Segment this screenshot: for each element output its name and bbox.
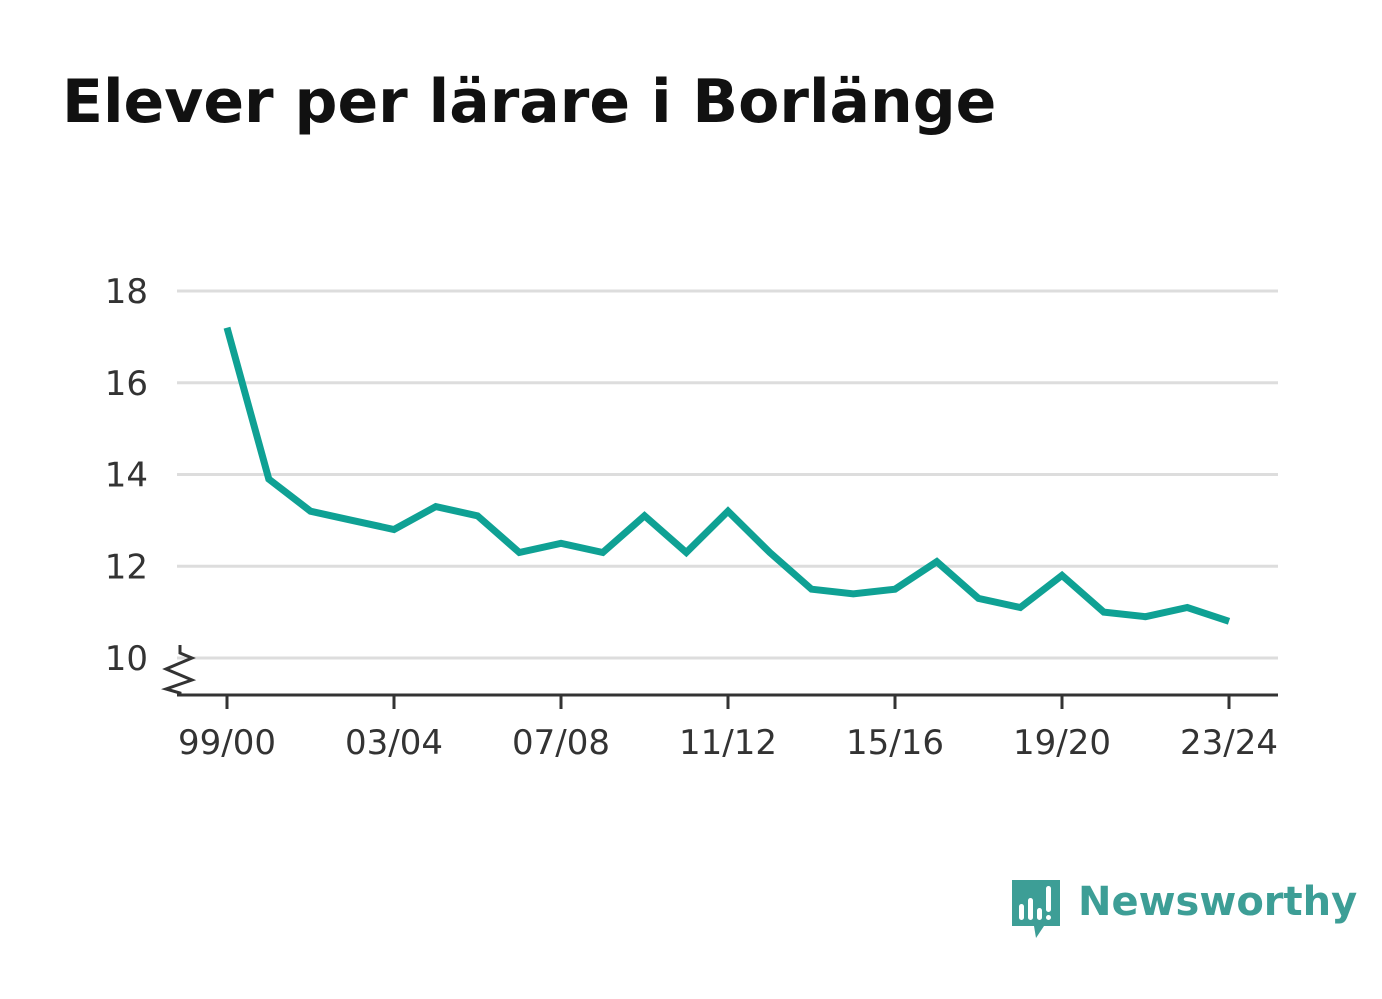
x-tick-label: 11/12 xyxy=(679,723,777,763)
brand-name: Newsworthy xyxy=(1078,879,1358,925)
y-tick-label: 14 xyxy=(105,456,148,496)
brand-logo xyxy=(1012,880,1060,938)
x-tick-label: 99/00 xyxy=(178,723,276,763)
bar-chart-speech-bubble-icon xyxy=(1012,880,1060,938)
y-tick-label: 18 xyxy=(105,272,148,312)
series-layer xyxy=(223,326,1231,625)
x-axis-labels: 99/00 03/04 07/08 11/12 15/16 19/20 23/24 xyxy=(178,723,1278,763)
chart-title: Elever per lärare i Borlänge xyxy=(62,67,997,137)
x-tick-label: 23/24 xyxy=(1180,723,1278,763)
y-tick-label: 16 xyxy=(105,364,148,404)
x-tick-label: 19/20 xyxy=(1013,723,1111,763)
series-line xyxy=(223,326,1231,625)
x-axis xyxy=(161,645,1278,709)
axis-break-marker xyxy=(161,645,197,695)
x-tick-label: 03/04 xyxy=(345,723,443,763)
y-axis-labels: 10 12 14 16 18 xyxy=(105,272,148,679)
x-tick-label: 07/08 xyxy=(512,723,610,763)
y-tick-label: 10 xyxy=(105,639,148,679)
y-tick-label: 12 xyxy=(105,547,148,587)
gridlines xyxy=(177,289,1278,660)
x-tick-label: 15/16 xyxy=(846,723,944,763)
